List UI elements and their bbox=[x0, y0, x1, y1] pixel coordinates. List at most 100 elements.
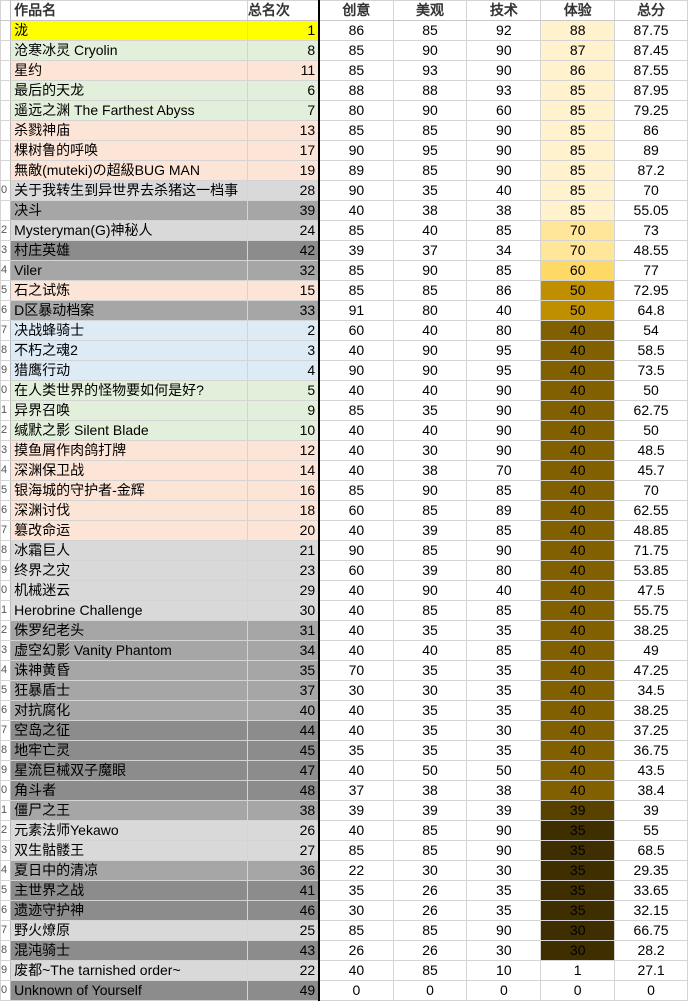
cell-total[interactable]: 36.75 bbox=[614, 740, 688, 761]
cell-overall-rank[interactable]: 8 bbox=[246, 40, 321, 61]
row-number-cell[interactable]: 5 bbox=[0, 880, 12, 901]
cell-overall-rank[interactable]: 18 bbox=[246, 500, 321, 521]
cell-total[interactable]: 77 bbox=[614, 260, 688, 281]
cell-creativity[interactable]: 85 bbox=[318, 480, 394, 501]
cell-beauty[interactable]: 38 bbox=[392, 460, 468, 481]
cell-tech[interactable]: 34 bbox=[466, 240, 542, 261]
cell-tech[interactable]: 10 bbox=[466, 960, 542, 981]
column-header-beauty[interactable]: 美观 bbox=[392, 0, 468, 21]
cell-creativity[interactable]: 30 bbox=[318, 680, 394, 701]
cell-total[interactable]: 28.2 bbox=[614, 940, 688, 961]
cell-overall-rank[interactable]: 36 bbox=[246, 860, 321, 881]
cell-work-name[interactable]: 無敵(muteki)の超級BUG MAN bbox=[10, 160, 248, 181]
cell-creativity[interactable]: 40 bbox=[318, 580, 394, 601]
cell-total[interactable]: 45.7 bbox=[614, 460, 688, 481]
cell-total[interactable]: 87.2 bbox=[614, 160, 688, 181]
cell-beauty[interactable]: 38 bbox=[392, 780, 468, 801]
cell-total[interactable]: 37.25 bbox=[614, 720, 688, 741]
cell-overall-rank[interactable]: 31 bbox=[246, 620, 321, 641]
cell-work-name[interactable]: 空岛之征 bbox=[10, 720, 248, 741]
cell-tech[interactable]: 95 bbox=[466, 360, 542, 381]
cell-beauty[interactable]: 26 bbox=[392, 880, 468, 901]
cell-beauty[interactable]: 39 bbox=[392, 800, 468, 821]
row-number-cell[interactable] bbox=[0, 40, 12, 61]
cell-beauty[interactable]: 37 bbox=[392, 240, 468, 261]
row-number-cell[interactable]: 6 bbox=[0, 900, 12, 921]
cell-creativity[interactable]: 40 bbox=[318, 720, 394, 741]
cell-tech[interactable]: 38 bbox=[466, 200, 542, 221]
cell-creativity[interactable]: 85 bbox=[318, 60, 394, 81]
cell-tech[interactable]: 90 bbox=[466, 160, 542, 181]
cell-beauty[interactable]: 38 bbox=[392, 200, 468, 221]
cell-beauty[interactable]: 39 bbox=[392, 560, 468, 581]
cell-overall-rank[interactable]: 47 bbox=[246, 760, 321, 781]
cell-creativity[interactable]: 90 bbox=[318, 540, 394, 561]
cell-tech[interactable]: 90 bbox=[466, 920, 542, 941]
cell-beauty[interactable]: 90 bbox=[392, 340, 468, 361]
cell-beauty[interactable]: 85 bbox=[392, 500, 468, 521]
column-header-rank[interactable]: 总名次 bbox=[246, 0, 321, 21]
cell-beauty[interactable]: 40 bbox=[392, 220, 468, 241]
cell-work-name[interactable]: 摸鱼屑作肉鸽打牌 bbox=[10, 440, 248, 461]
cell-overall-rank[interactable]: 29 bbox=[246, 580, 321, 601]
cell-work-name[interactable]: 角斗者 bbox=[10, 780, 248, 801]
row-number-cell[interactable]: 1 bbox=[0, 600, 12, 621]
row-number-cell[interactable]: 8 bbox=[0, 340, 12, 361]
cell-work-name[interactable]: 遥远之渊 The Farthest Abyss bbox=[10, 100, 248, 121]
cell-total[interactable]: 71.75 bbox=[614, 540, 688, 561]
row-number-cell[interactable]: 0 bbox=[0, 980, 12, 1001]
cell-creativity[interactable]: 60 bbox=[318, 500, 394, 521]
cell-tech[interactable]: 38 bbox=[466, 780, 542, 801]
cell-tech[interactable]: 85 bbox=[466, 600, 542, 621]
cell-creativity[interactable]: 40 bbox=[318, 520, 394, 541]
cell-creativity[interactable]: 86 bbox=[318, 20, 394, 41]
cell-creativity[interactable]: 85 bbox=[318, 40, 394, 61]
cell-total[interactable]: 48.55 bbox=[614, 240, 688, 261]
cell-beauty[interactable]: 0 bbox=[392, 980, 468, 1001]
cell-overall-rank[interactable]: 4 bbox=[246, 360, 321, 381]
cell-overall-rank[interactable]: 32 bbox=[246, 260, 321, 281]
row-number-cell[interactable]: 7 bbox=[0, 720, 12, 741]
row-number-cell[interactable]: 5 bbox=[0, 280, 12, 301]
cell-work-name[interactable]: 狂暴盾士 bbox=[10, 680, 248, 701]
cell-creativity[interactable]: 40 bbox=[318, 960, 394, 981]
cell-beauty[interactable]: 39 bbox=[392, 520, 468, 541]
cell-total[interactable]: 55.75 bbox=[614, 600, 688, 621]
cell-total[interactable]: 33.65 bbox=[614, 880, 688, 901]
cell-overall-rank[interactable]: 41 bbox=[246, 880, 321, 901]
cell-experience[interactable]: 40 bbox=[540, 520, 616, 541]
cell-overall-rank[interactable]: 43 bbox=[246, 940, 321, 961]
cell-total[interactable]: 53.85 bbox=[614, 560, 688, 581]
cell-tech[interactable]: 50 bbox=[466, 760, 542, 781]
cell-work-name[interactable]: 主世界之战 bbox=[10, 880, 248, 901]
cell-work-name[interactable]: 废都~The tarnished order~ bbox=[10, 960, 248, 981]
cell-total[interactable]: 62.55 bbox=[614, 500, 688, 521]
cell-work-name[interactable]: 夏日中的清凉 bbox=[10, 860, 248, 881]
cell-overall-rank[interactable]: 45 bbox=[246, 740, 321, 761]
cell-experience[interactable]: 70 bbox=[540, 240, 616, 261]
cell-tech[interactable]: 40 bbox=[466, 580, 542, 601]
cell-experience[interactable]: 40 bbox=[540, 340, 616, 361]
cell-experience[interactable]: 40 bbox=[540, 700, 616, 721]
cell-beauty[interactable]: 95 bbox=[392, 140, 468, 161]
cell-work-name[interactable]: 决战蜂骑士 bbox=[10, 320, 248, 341]
cell-beauty[interactable]: 90 bbox=[392, 40, 468, 61]
cell-experience[interactable]: 35 bbox=[540, 880, 616, 901]
cell-work-name[interactable]: 深渊保卫战 bbox=[10, 460, 248, 481]
row-number-cell[interactable]: 3 bbox=[0, 840, 12, 861]
cell-tech[interactable]: 80 bbox=[466, 560, 542, 581]
cell-total[interactable]: 39 bbox=[614, 800, 688, 821]
cell-overall-rank[interactable]: 9 bbox=[246, 400, 321, 421]
cell-work-name[interactable]: 沧寒冰灵 Cryolin bbox=[10, 40, 248, 61]
cell-tech[interactable]: 60 bbox=[466, 100, 542, 121]
cell-work-name[interactable]: 杀戮神庙 bbox=[10, 120, 248, 141]
cell-experience[interactable]: 35 bbox=[540, 840, 616, 861]
cell-beauty[interactable]: 35 bbox=[392, 700, 468, 721]
cell-creativity[interactable]: 40 bbox=[318, 420, 394, 441]
cell-experience[interactable]: 40 bbox=[540, 560, 616, 581]
cell-beauty[interactable]: 85 bbox=[392, 840, 468, 861]
cell-tech[interactable]: 86 bbox=[466, 280, 542, 301]
cell-work-name[interactable]: 元素法师Yekawo bbox=[10, 820, 248, 841]
cell-work-name[interactable]: 深渊讨伐 bbox=[10, 500, 248, 521]
row-number-cell[interactable]: 4 bbox=[0, 460, 12, 481]
